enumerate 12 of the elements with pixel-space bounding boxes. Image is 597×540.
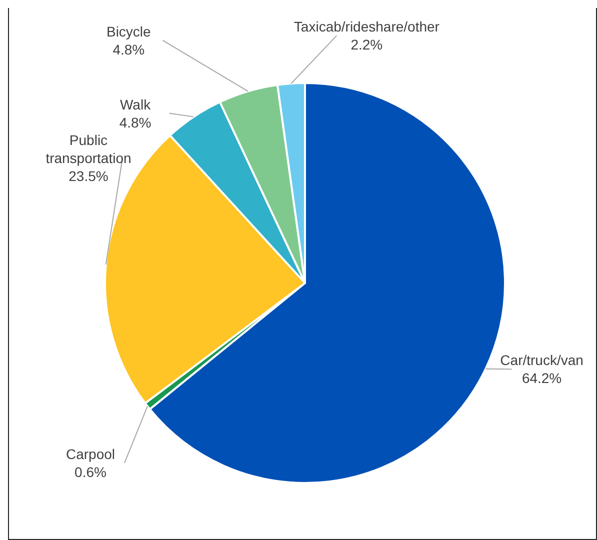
slice-label: Carpool <box>66 446 116 462</box>
slice-label: Taxicab/rideshare/other <box>294 18 440 35</box>
data-label: 4.8% <box>119 114 152 130</box>
slice-label: Car/truck/van <box>500 352 584 368</box>
slice-label: Bicycle <box>106 23 152 40</box>
data-label: 2.2% <box>350 36 383 53</box>
data-label: 0.6% <box>74 464 106 480</box>
slice-label: Public transportation <box>46 132 132 166</box>
data-label: 23.5% <box>68 168 108 184</box>
data-label: 4.8% <box>112 41 145 58</box>
data-label: 64.2% <box>522 370 562 386</box>
slice-label: Walk <box>120 96 152 112</box>
